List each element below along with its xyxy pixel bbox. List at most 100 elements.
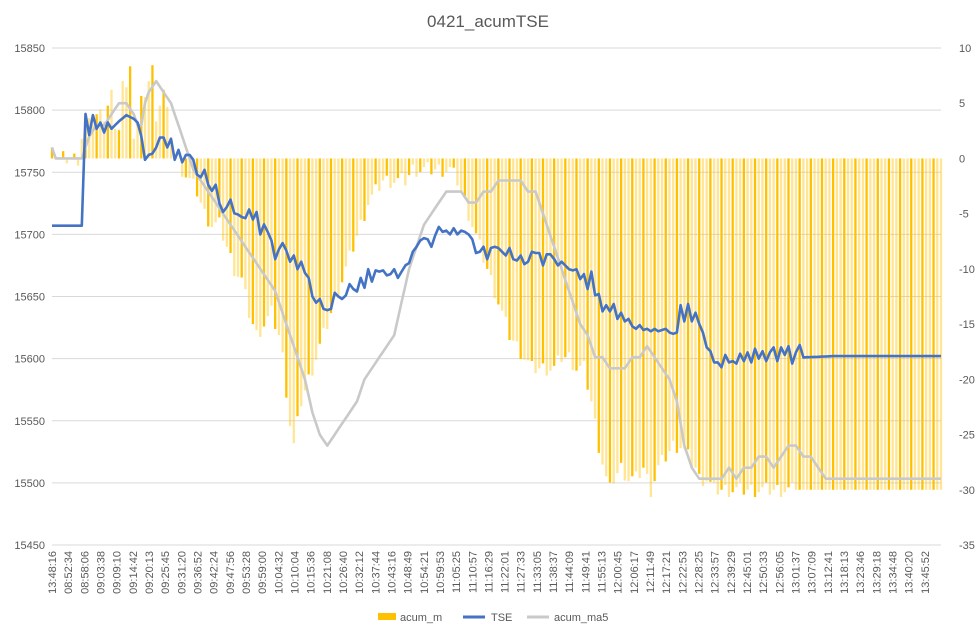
acum-m-bar [456,158,459,186]
acum-m-bar [221,158,225,241]
x-tick-label: 12:17:21 [661,551,673,594]
acum-m-bar [843,158,846,490]
x-tick-label: 13:01:37 [791,551,803,594]
acum-m-bar [482,158,485,263]
acum-m-bar [255,158,258,331]
acum-m-bar [188,158,191,179]
acum-m-bar [229,158,232,253]
x-tick-label: 09:14:42 [128,551,140,594]
x-tick-label: 09:31:20 [176,551,188,594]
legend-item-acum-ma5: acum_ma5 [527,612,608,624]
acum-m-bar [794,158,798,490]
acum-m-bar [378,158,381,191]
acum-m-bar [634,158,638,472]
acum-m-bar [846,158,850,490]
acum-m-bar [560,158,563,363]
x-tick-label: 10:37:44 [370,551,382,594]
acum-m-bar [326,158,329,329]
acum-m-bar [642,158,645,468]
acum-m-bar [791,158,794,483]
chart-title: 0421_acumTSE [427,12,549,31]
acum-m-bar [400,158,403,174]
x-tick-label: 11:38:37 [548,551,560,593]
x-tick-label: 11:22:01 [500,551,512,593]
y-left-tick-label: 15700 [14,229,45,241]
acum-m-bar [166,106,169,159]
acum-m-bar [471,158,474,228]
y-left-tick-label: 15550 [14,416,45,428]
x-tick-label: 09:59:00 [257,551,269,594]
acum-m-bar [932,158,935,490]
acum-m-bar [307,158,310,375]
y-right-tick-label: -10 [959,264,975,276]
acum-m-bar [512,158,515,341]
y-right-tick-label: 5 [959,98,965,110]
acum-m-bar [218,158,221,218]
acum-m-bar [675,158,679,453]
x-tick-label: 12:11:49 [645,551,657,593]
acum-m-bar [817,158,820,490]
acum-m-bar [649,158,653,498]
acum-m-bar [924,158,928,490]
legend-item-acum-m: acum_m [378,612,442,624]
acum-m-bar [586,158,589,390]
x-tick-label: 08:58:06 [79,551,91,594]
acum-m-bar [679,158,682,449]
x-tick-label: 10:26:40 [338,551,350,594]
x-tick-label: 13:23:46 [855,551,867,594]
acum-m-bar [564,158,567,358]
acum-m-bar [437,158,440,165]
acum-m-bar [549,158,552,371]
acum-m-bar [553,158,556,366]
x-tick-label: 11:16:29 [483,551,495,593]
y-axis-left: 15450 15500 15550 15600 15650 15700 15750 15800… [14,43,45,552]
acum-m-bar [839,158,842,490]
acum-m-bar [500,158,504,311]
acum-m-bar [538,158,541,369]
acum-m-bar [259,158,262,337]
acum-m-bar [363,158,366,221]
acum-m-bar [753,158,757,498]
acum-m-bar [448,158,452,168]
acum-m-bar [140,95,143,159]
x-tick-label: 12:56:05 [774,551,786,594]
acum-m-bar [783,158,786,493]
x-tick-label: 11:33:05 [532,551,544,593]
acum-m-bars [50,65,943,498]
acum-m-bar [404,158,407,186]
x-tick-label: 12:39:29 [726,551,738,594]
acum-m-bar [813,158,816,490]
x-tick-label: 13:18:13 [839,551,851,594]
y-axis-right: -35 -30 -25 -20 -15 -10 -5 0 5 10 [959,43,975,552]
acum-m-bar [683,158,686,449]
acum-m-bar [385,158,388,176]
x-tick-label: 13:29:18 [871,551,883,594]
acum-m-bar [936,158,939,490]
x-tick-label: 10:15:36 [306,551,318,594]
acum-m-bar [660,158,664,455]
acum-m-bar [638,158,641,479]
x-tick-label: 13:34:48 [888,551,900,594]
acum-m-bar [913,158,917,490]
x-tick-label: 12:22:53 [677,551,689,594]
acum-m-bar [802,158,805,490]
acum-m-bar [668,158,671,452]
acum-m-bar [608,158,612,483]
acum-m-bar [329,158,333,314]
acum-m-bar [50,147,54,159]
acum-m-bar [62,151,65,159]
x-tick-label: 13:07:09 [807,551,819,594]
acum-m-bar [114,129,117,159]
acum-m-bar [850,158,853,490]
acum-m-bar [270,158,273,306]
acum-m-bar [225,158,228,247]
x-tick-label: 10:10:04 [289,551,301,594]
acum-m-bar [76,158,80,166]
acum-m-bar [590,158,593,402]
acum-m-bar [798,158,801,490]
acum-m-bar [132,138,135,159]
acum-m-bar [281,158,284,353]
x-tick-label: 10:59:53 [435,551,447,594]
acum-m-bar [489,158,493,276]
